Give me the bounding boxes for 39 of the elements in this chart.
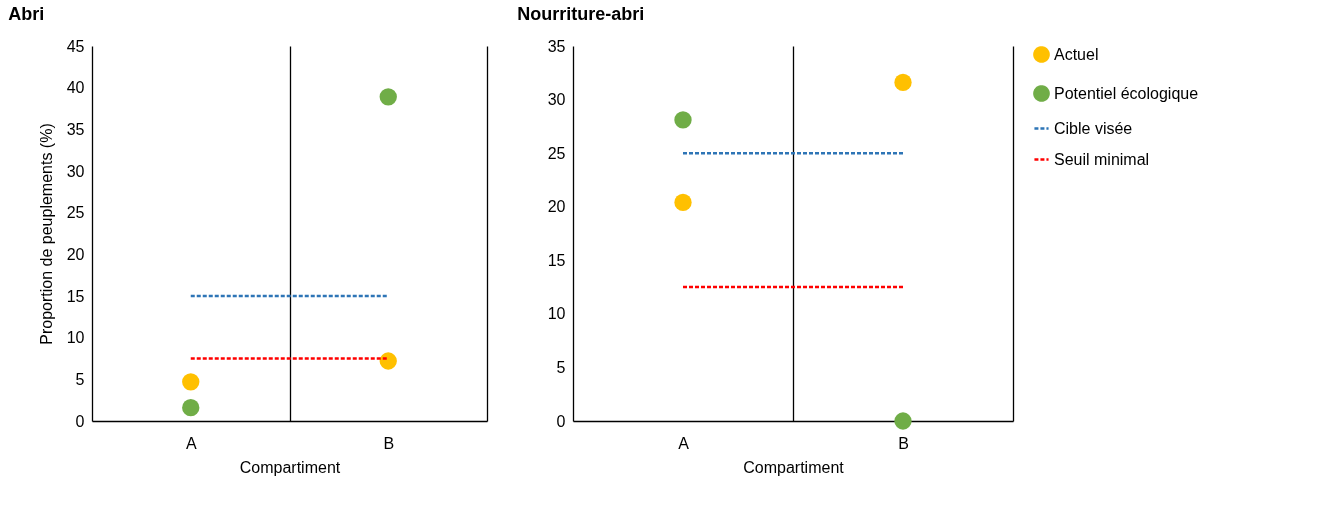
y-tick-label: 15 [66, 287, 85, 305]
x-tick-label: B [898, 434, 909, 452]
y-tick-label: 20 [547, 198, 566, 216]
x-tick-label: A [185, 434, 197, 452]
x-axis-title: Compartiment [239, 458, 341, 476]
point [379, 88, 397, 106]
y-tick-label: 15 [547, 251, 566, 269]
point [182, 399, 200, 417]
y-tick-label: 5 [556, 358, 566, 376]
y-tick-label: 0 [556, 412, 566, 430]
y-tick-label: 5 [75, 370, 85, 388]
y-tick-label: 35 [547, 37, 566, 55]
point [894, 412, 912, 430]
legend-label: Seuil minimal [1054, 150, 1150, 168]
legend-label: Cible visée [1054, 119, 1133, 137]
chart-title: Abri [8, 4, 45, 24]
y-tick-label: 45 [66, 37, 85, 55]
y-tick-label: 30 [547, 91, 566, 109]
x-tick-label: B [383, 434, 395, 452]
y-tick-label: 10 [66, 329, 85, 347]
y-axis-title: Proportion de peuplements (%) [37, 123, 55, 345]
legend-label: Actuel [1054, 45, 1099, 63]
y-tick-label: 0 [75, 412, 85, 430]
legend-label: Potentiel écologique [1054, 84, 1199, 102]
chart-title: Nourriture-abri [517, 4, 645, 24]
y-tick-label: 30 [66, 162, 85, 180]
y-tick-label: 25 [66, 204, 85, 222]
x-tick-label: A [678, 434, 690, 452]
y-tick-label: 25 [547, 144, 566, 162]
point [379, 352, 397, 370]
y-tick-label: 35 [66, 120, 85, 138]
y-tick-label: 20 [66, 245, 85, 263]
x-axis-title: Compartiment [743, 458, 845, 476]
y-tick-label: 10 [547, 305, 566, 323]
point [894, 73, 912, 92]
point [182, 373, 200, 391]
point [674, 111, 692, 129]
point [674, 193, 692, 212]
y-tick-label: 40 [66, 79, 85, 97]
